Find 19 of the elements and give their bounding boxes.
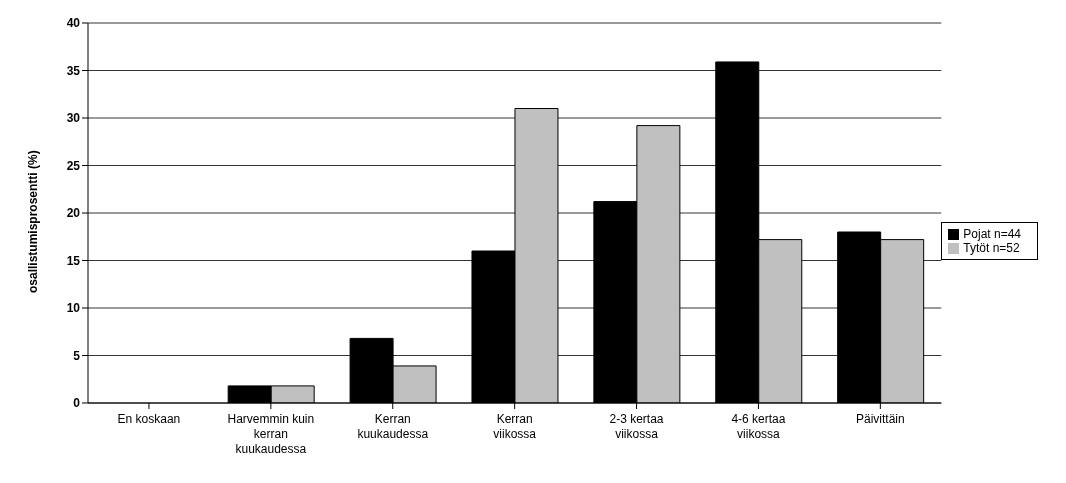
x-tick-label: En koskaan [117,412,181,426]
x-tick-label: Kerran viikossa [493,412,537,441]
x-tick-label: Kerran kuukaudessa [357,412,429,441]
y-tick-label: 40 [66,16,81,31]
x-tick-label: Harvemmin kuin kerran kuukaudessa [227,412,315,456]
y-tick-label: 15 [66,253,81,268]
x-tick-label: 2-3 kertaa viikossa [609,412,664,441]
legend-label: Tytöt n=52 [963,240,1020,255]
y-tick-label: 5 [73,348,81,363]
y-tick-label: 30 [66,111,81,126]
x-tick-label: 4-6 kertaa viikossa [731,412,786,441]
y-tick-label: 0 [73,396,81,411]
y-tick-label: 35 [66,63,81,78]
y-axis-title: osallistumisprosentti (%) [26,150,41,293]
y-tick-label: 20 [66,206,81,221]
y-tick-label: 10 [66,301,81,316]
x-tick-label: Päivittäin [855,412,905,426]
legend-label: Pojat n=44 [963,226,1021,241]
y-tick-label: 25 [66,158,81,173]
